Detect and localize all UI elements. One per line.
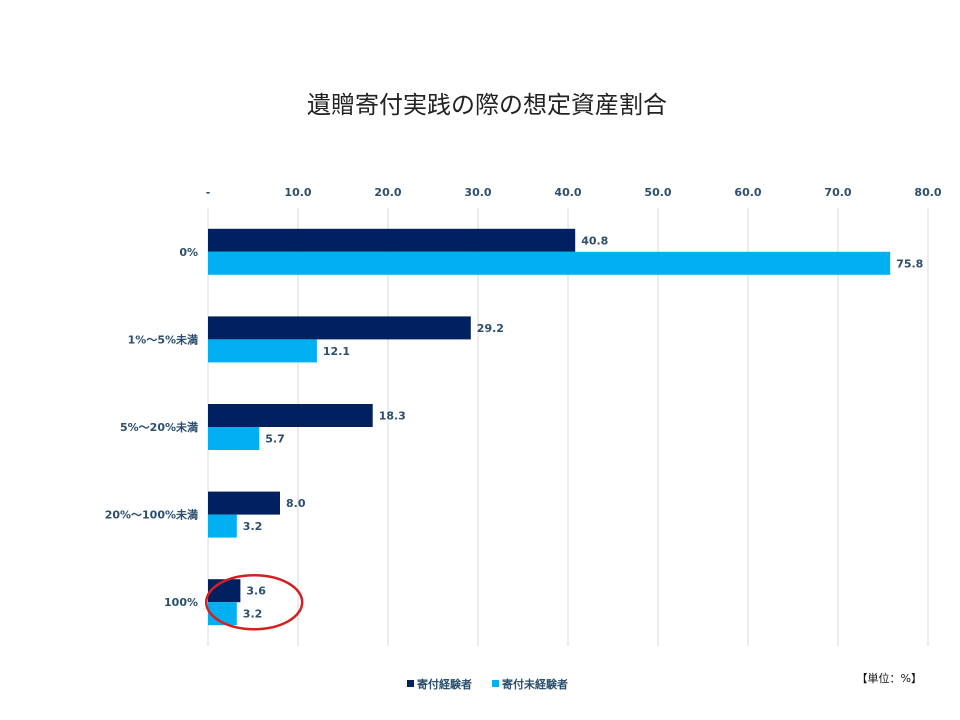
x-tick-label: 20.0 xyxy=(374,186,401,199)
legend-label: 寄付未経験者 xyxy=(502,677,568,691)
data-label: 3.2 xyxy=(243,608,262,621)
bar-inexperienced xyxy=(208,514,237,538)
category-labels: 0% 1%～5%未満 5%～20%未満 20%～100%未満 100% xyxy=(105,246,198,609)
data-label: 29.2 xyxy=(477,322,504,335)
data-label: 12.1 xyxy=(323,345,350,358)
highlight-ellipse xyxy=(204,573,304,631)
x-tick-label: 60.0 xyxy=(734,186,761,199)
data-label: 18.3 xyxy=(379,410,406,423)
x-tick-label: 40.0 xyxy=(554,186,581,199)
bar-inexperienced xyxy=(208,339,317,363)
legend: 寄付経験者 寄付未経験者 xyxy=(407,677,568,691)
gridlines xyxy=(207,208,929,646)
data-label: 75.8 xyxy=(896,257,923,270)
data-label: 3.6 xyxy=(246,585,266,598)
category-label: 1%～5%未満 xyxy=(128,332,198,346)
legend-label: 寄付経験者 xyxy=(417,677,472,691)
unit-note: 【単位：%】 xyxy=(857,671,922,685)
x-tick-label: 10.0 xyxy=(284,186,311,199)
bar-experienced xyxy=(208,491,280,515)
data-labels: 40.8 75.8 29.2 12.1 18.3 5.7 8.0 3.2 3.6 3.2 xyxy=(243,234,924,620)
x-tick-label: 30.0 xyxy=(464,186,491,199)
x-tick-label: - xyxy=(206,186,211,199)
data-label: 5.7 xyxy=(265,433,285,446)
bar-experienced xyxy=(208,228,576,252)
data-label: 40.8 xyxy=(581,234,608,247)
x-tick-label: 80.0 xyxy=(914,186,941,199)
category-label: 100% xyxy=(164,596,198,609)
category-label: 0% xyxy=(179,246,198,259)
bar-experienced xyxy=(208,404,373,427)
bar-experienced xyxy=(208,579,241,603)
bar-inexperienced xyxy=(208,251,891,275)
category-label: 5%～20%未満 xyxy=(120,420,198,434)
bar-experienced xyxy=(208,316,471,340)
legend-swatch xyxy=(407,680,414,687)
category-label: 20%～100%未満 xyxy=(105,508,198,522)
highlight-ellipse-group xyxy=(204,573,304,631)
data-label: 3.2 xyxy=(243,520,262,533)
bars xyxy=(208,228,891,626)
bar-inexperienced xyxy=(208,427,260,450)
chart-title: 遺贈寄付実践の際の想定資産割合 xyxy=(307,91,667,119)
x-tick-label: 50.0 xyxy=(644,186,671,199)
x-axis-ticks: - 10.0 20.0 30.0 40.0 50.0 60.0 70.0 80.0 xyxy=(206,186,942,199)
x-tick-label: 70.0 xyxy=(824,186,851,199)
data-label: 8.0 xyxy=(286,497,306,510)
legend-swatch xyxy=(492,680,499,687)
